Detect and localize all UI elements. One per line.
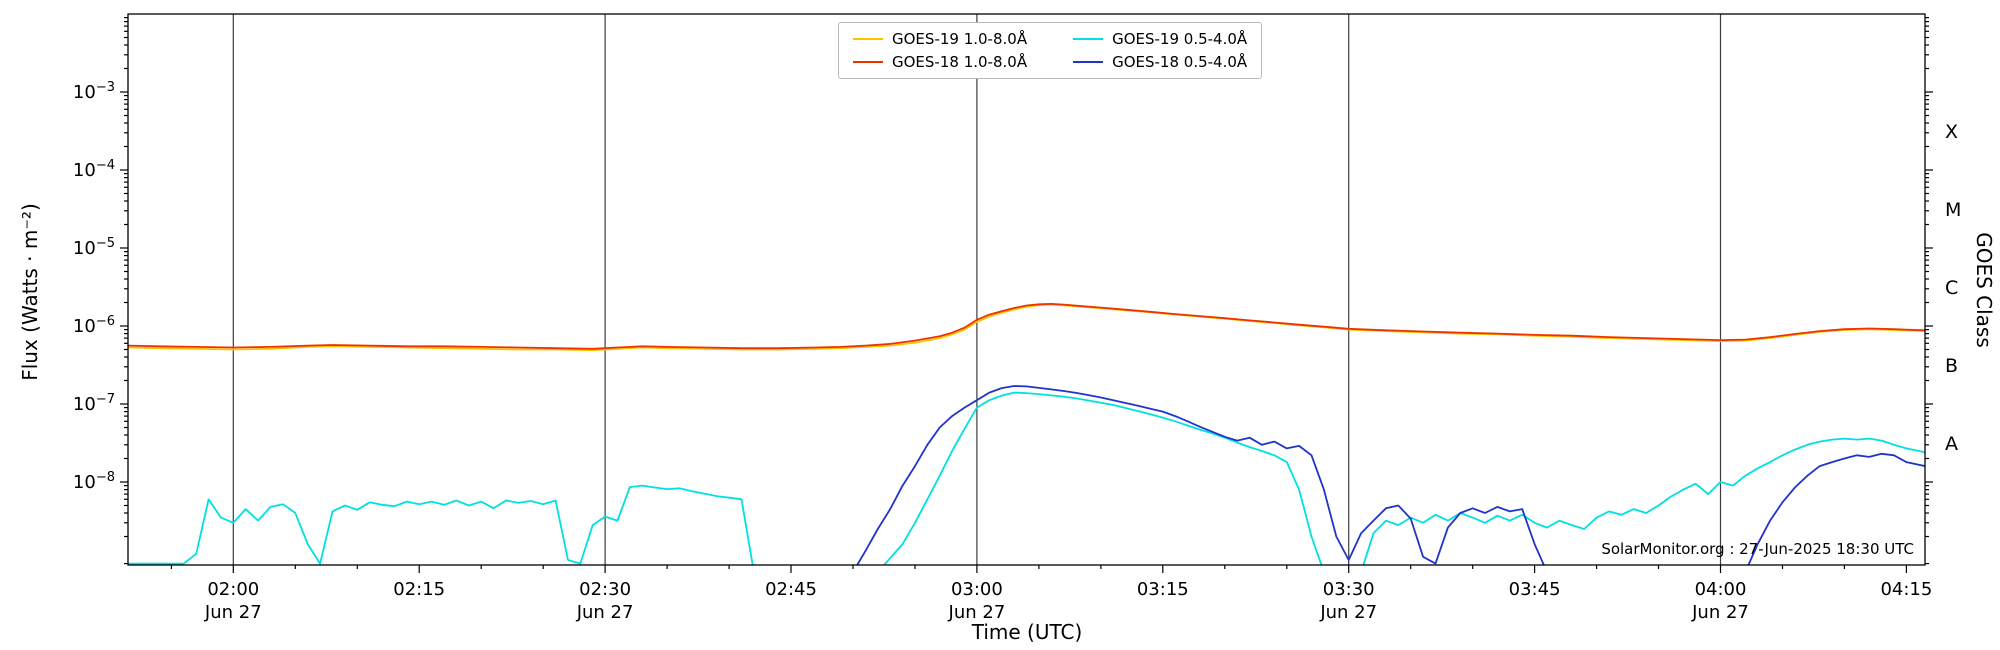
legend-swatch-goes-18-1-0-8-0 — [853, 61, 883, 63]
svg-text:02:00: 02:00 — [207, 579, 259, 600]
y-axis-ticks — [120, 17, 1933, 565]
svg-text:02:30: 02:30 — [579, 579, 631, 600]
svg-text:02:15: 02:15 — [393, 579, 445, 600]
svg-text:04:15: 04:15 — [1880, 579, 1932, 600]
legend-swatch-goes-19-0-5-4-0 — [1073, 38, 1104, 40]
svg-text:04:00: 04:00 — [1695, 579, 1747, 600]
svg-text:10−7: 10−7 — [73, 392, 115, 415]
right-axis-title: GOES Class — [1972, 232, 1996, 348]
svg-text:Jun 27: Jun 27 — [948, 602, 1006, 623]
legend: GOES-19 1.0-8.0Å GOES-18 1.0-8.0Å GOES-19 … — [838, 22, 1263, 79]
series-lines — [128, 302, 1925, 565]
goes-class-letter-m: M — [1945, 199, 1961, 221]
svg-text:10−8: 10−8 — [73, 470, 115, 493]
legend-swatch-goes-19-1-0-8-0 — [853, 38, 883, 40]
legend-label: GOES-18 1.0-8.0Å — [892, 53, 1028, 71]
vertical-gridlines — [232, 14, 1722, 565]
goes-class-letter-c: C — [1945, 277, 1958, 299]
svg-text:10−4: 10−4 — [73, 158, 115, 181]
series-line-goes-19-0-5-4-0 — [128, 391, 1925, 565]
goes-class-letter-b: B — [1945, 355, 1958, 377]
svg-text:Jun 27: Jun 27 — [576, 602, 634, 623]
series-line-goes-18-0-5-4-0 — [856, 385, 1925, 565]
svg-text:Jun 27: Jun 27 — [1319, 602, 1377, 623]
svg-text:02:45: 02:45 — [765, 579, 817, 600]
x-axis-title: Time (UTC) — [971, 620, 1083, 644]
legend-item-goes-19-1-0-8-0: GOES-19 1.0-8.0Å — [853, 30, 1027, 48]
plot-border — [127, 13, 1926, 566]
legend-item-goes-18-1-0-8-0: GOES-18 1.0-8.0Å — [853, 53, 1027, 71]
goes-class-letter-a: A — [1945, 433, 1958, 455]
series-line-goes-19-1-0-8-0 — [128, 303, 1925, 352]
legend-label: GOES-19 0.5-4.0Å — [1112, 30, 1248, 48]
svg-text:03:45: 03:45 — [1509, 579, 1561, 600]
goes-class-labels: X M C B A — [1945, 121, 1961, 455]
svg-text:03:30: 03:30 — [1323, 579, 1375, 600]
svg-text:10−3: 10−3 — [73, 80, 115, 103]
svg-text:03:15: 03:15 — [1137, 579, 1189, 600]
svg-text:Jun 27: Jun 27 — [204, 602, 262, 623]
goes-class-letter-x: X — [1945, 121, 1958, 143]
svg-text:10−6: 10−6 — [73, 314, 115, 337]
y-axis-tick-labels: 10−3 10−4 10−5 10−6 10−7 10−8 — [73, 80, 115, 493]
legend-label: GOES-18 0.5-4.0Å — [1112, 53, 1248, 71]
legend-item-goes-19-0-5-4-0: GOES-19 0.5-4.0Å — [1073, 30, 1247, 48]
watermark-annotation: SolarMonitor.org : 27-Jun-2025 18:30 UTC — [1601, 540, 1914, 558]
legend-swatch-goes-18-0-5-4-0 — [1073, 61, 1104, 63]
svg-text:10−5: 10−5 — [73, 236, 115, 259]
legend-item-goes-18-0-5-4-0: GOES-18 0.5-4.0Å — [1073, 53, 1247, 71]
y-axis-title: Flux (Watts · m⁻²) — [18, 203, 42, 381]
svg-text:03:00: 03:00 — [951, 579, 1003, 600]
x-axis-ticks — [170, 565, 1908, 573]
legend-label: GOES-19 1.0-8.0Å — [892, 30, 1028, 48]
svg-text:Jun 27: Jun 27 — [1691, 602, 1749, 623]
series-line-goes-18-1-0-8-0 — [128, 302, 1925, 350]
